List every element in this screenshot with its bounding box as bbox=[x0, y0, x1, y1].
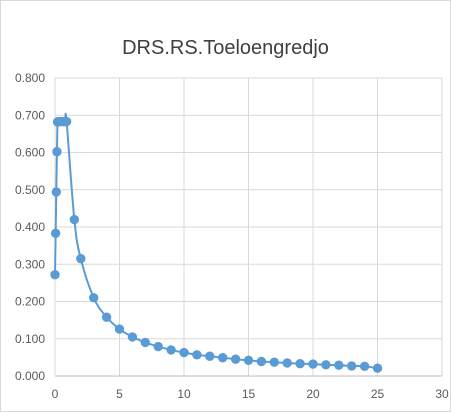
data-point bbox=[282, 358, 292, 368]
y-tick-label: 0.700 bbox=[15, 108, 45, 122]
series-line bbox=[54, 112, 378, 370]
data-point bbox=[114, 324, 125, 334]
y-tick-label: 0.500 bbox=[15, 183, 45, 197]
data-point bbox=[166, 345, 176, 355]
y-tick-label: 0.200 bbox=[15, 295, 45, 309]
data-point bbox=[69, 214, 80, 225]
data-point bbox=[179, 347, 189, 358]
chart-title: DRS.RS.Toeloengredjo bbox=[122, 37, 329, 59]
data-point bbox=[89, 293, 99, 303]
x-tick-label: 25 bbox=[371, 387, 385, 401]
data-point bbox=[205, 351, 215, 361]
data-point bbox=[359, 361, 370, 372]
y-tick-label: 0.000 bbox=[15, 369, 45, 383]
x-tick-label: 15 bbox=[242, 387, 256, 401]
y-tick-label: 0.600 bbox=[15, 146, 45, 160]
y-tick-label: 0.800 bbox=[15, 71, 45, 85]
data-point bbox=[140, 337, 151, 348]
data-point bbox=[372, 363, 383, 373]
data-point bbox=[127, 332, 138, 342]
data-point bbox=[61, 116, 72, 127]
x-tick-label: 20 bbox=[306, 387, 320, 401]
x-tick-label: 10 bbox=[177, 387, 191, 401]
data-point bbox=[192, 350, 202, 360]
data-point bbox=[321, 360, 331, 370]
data-point bbox=[269, 357, 279, 367]
data-point bbox=[334, 360, 344, 370]
x-tick-label: 0 bbox=[52, 387, 59, 401]
data-point bbox=[347, 361, 357, 371]
y-tick-label: 0.400 bbox=[15, 220, 45, 234]
data-point bbox=[243, 355, 254, 366]
data-point bbox=[51, 187, 61, 197]
data-point bbox=[101, 312, 112, 322]
data-point bbox=[218, 353, 228, 363]
data-point bbox=[230, 354, 241, 364]
y-tick-label: 0.300 bbox=[15, 257, 45, 271]
data-point bbox=[153, 341, 163, 352]
data-point bbox=[50, 269, 60, 280]
data-point bbox=[52, 147, 62, 157]
y-tick-label: 0.100 bbox=[15, 332, 45, 346]
x-tick-label: 5 bbox=[116, 387, 123, 401]
data-point bbox=[50, 228, 61, 239]
data-point bbox=[295, 359, 305, 369]
x-tick-label: 30 bbox=[435, 387, 449, 401]
data-point bbox=[76, 253, 86, 264]
data-point bbox=[308, 359, 318, 369]
data-point bbox=[256, 356, 267, 367]
